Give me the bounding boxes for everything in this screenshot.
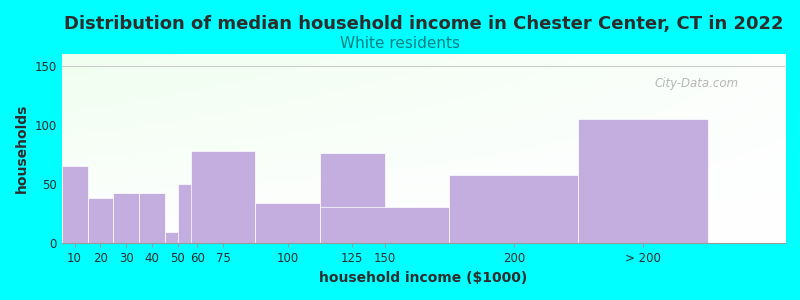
Bar <box>62 167 87 243</box>
Bar <box>255 203 320 243</box>
Bar <box>114 193 139 243</box>
Bar <box>191 151 255 243</box>
Bar <box>578 119 707 243</box>
Bar <box>320 207 449 243</box>
Bar <box>178 184 217 243</box>
Y-axis label: households: households <box>15 104 29 194</box>
X-axis label: household income ($1000): household income ($1000) <box>319 271 527 285</box>
Title: Distribution of median household income in Chester Center, CT in 2022: Distribution of median household income … <box>63 15 783 33</box>
Text: White residents: White residents <box>340 36 460 51</box>
Bar <box>320 153 385 243</box>
Bar <box>449 175 578 243</box>
Text: City-Data.com: City-Data.com <box>654 77 739 90</box>
Bar <box>87 198 114 243</box>
Bar <box>139 193 165 243</box>
Bar <box>165 232 191 243</box>
